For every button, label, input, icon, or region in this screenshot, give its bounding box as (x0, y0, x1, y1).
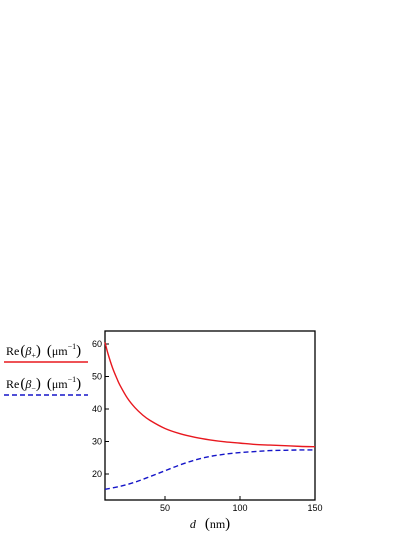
series-line-1 (104, 342, 316, 448)
y-tick-label: 20 (92, 469, 102, 479)
plot-frame (104, 330, 316, 501)
x-tick-label: 100 (232, 503, 247, 513)
x-axis-label: d (nm) (190, 515, 230, 532)
y-tick-label: 50 (92, 372, 102, 382)
series-line-2 (104, 449, 316, 490)
axis-ticks: 50 100 150 20 30 40 50 60 (92, 339, 323, 513)
y-tick-label: 60 (92, 339, 102, 349)
legend-label-2: Re(β−) (μm−1) (6, 375, 81, 393)
x-tick-label: 50 (160, 503, 170, 513)
y-tick-label: 40 (92, 404, 102, 414)
x-tick-label: 150 (307, 503, 322, 513)
legend: Re(β+) (μm−1) Re(β−) (μm−1) (4, 342, 88, 396)
y-tick-label: 30 (92, 437, 102, 447)
series-group (104, 342, 316, 490)
legend-label-1: Re(β+) (μm−1) (6, 342, 81, 360)
